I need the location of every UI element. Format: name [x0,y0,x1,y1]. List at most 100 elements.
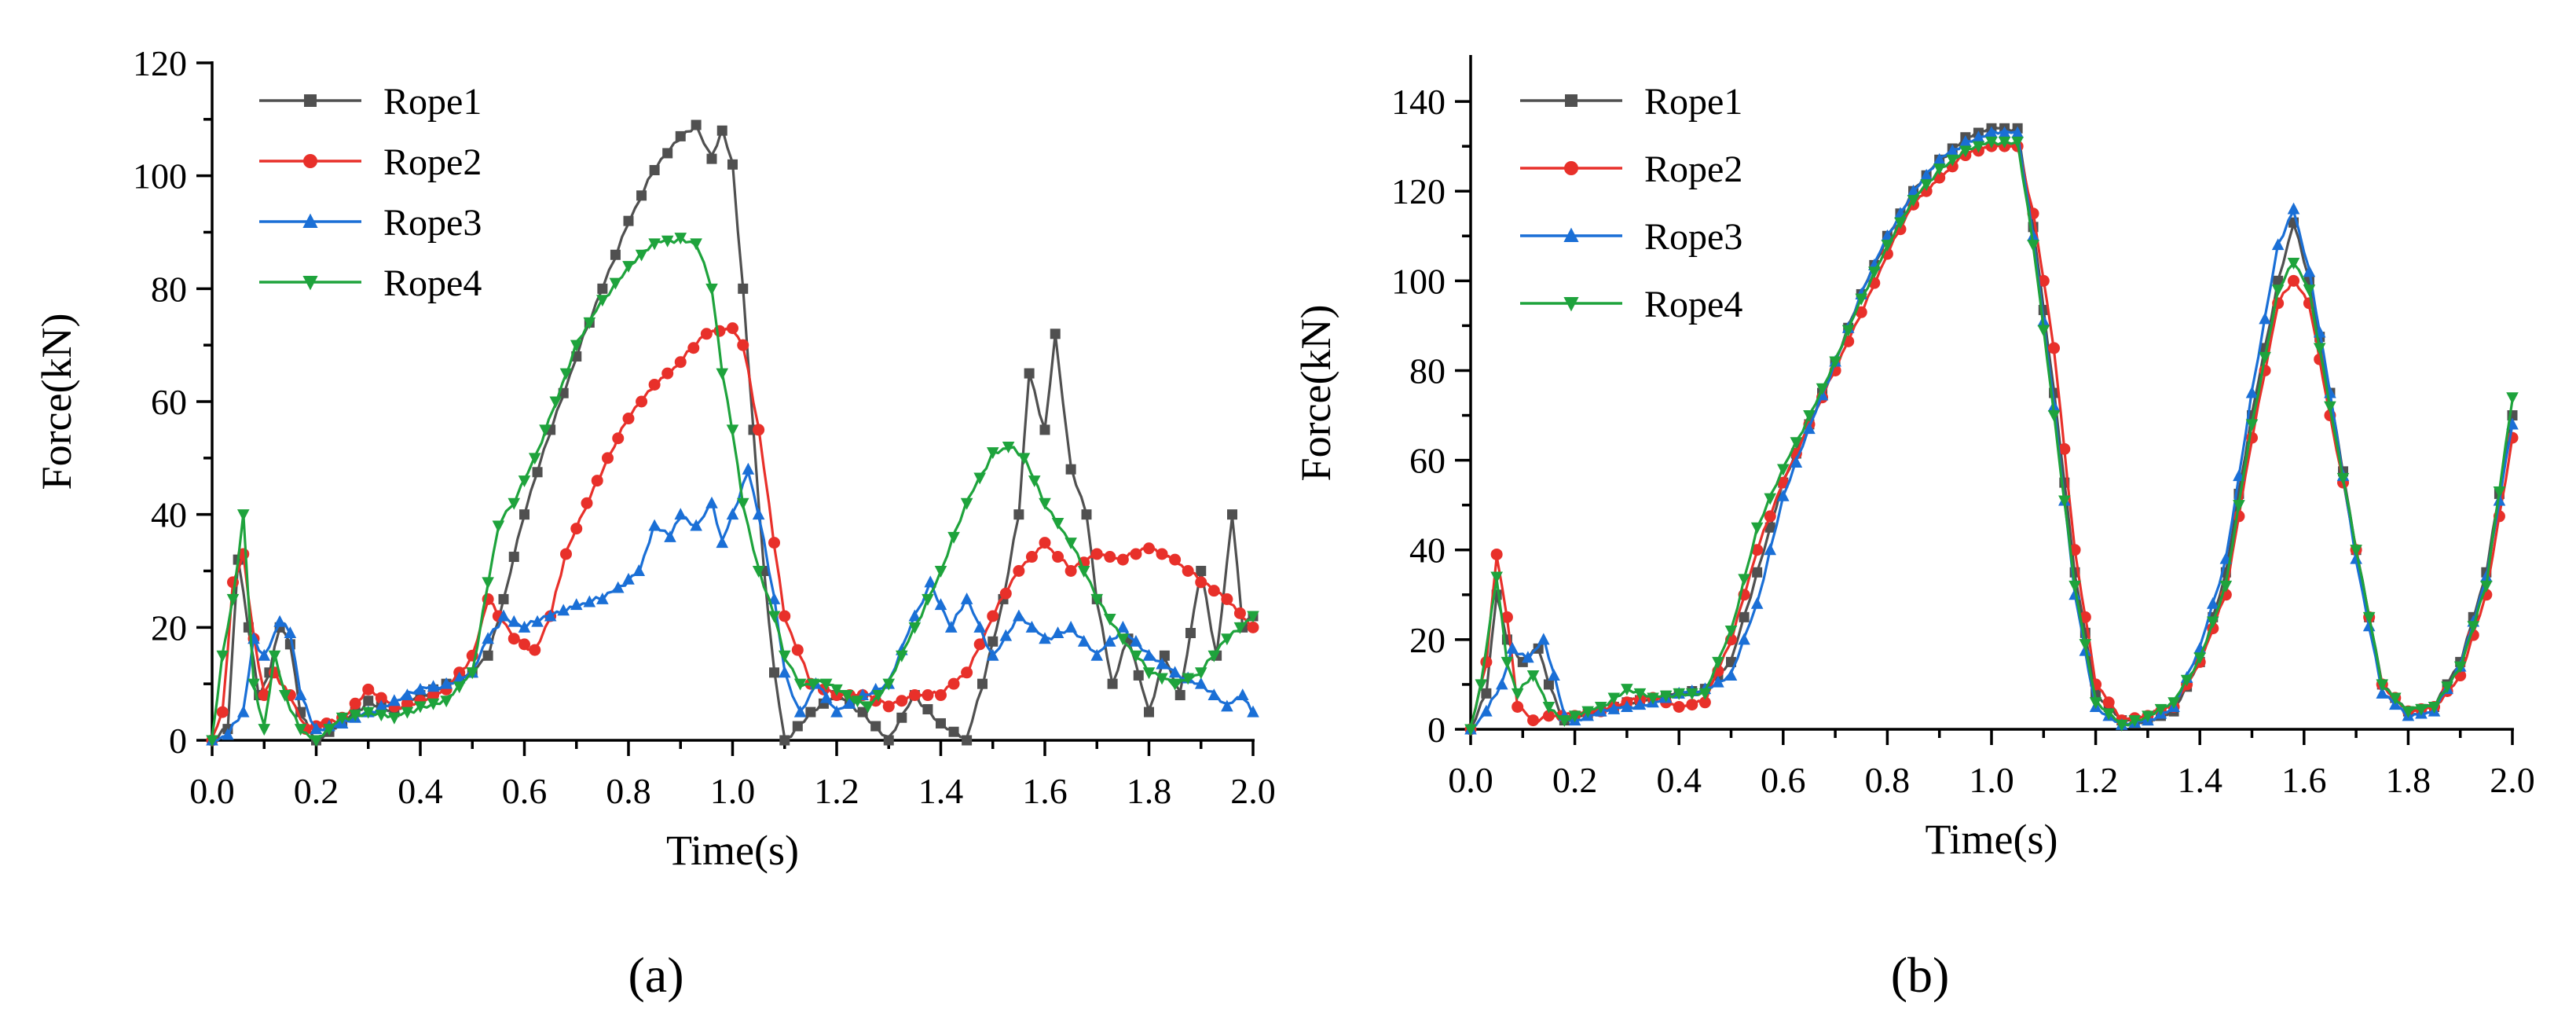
data-point [1481,688,1492,699]
data-point [1506,641,1519,654]
data-point [726,424,739,437]
data-point [999,629,1013,641]
data-point [2480,570,2493,582]
data-point [570,339,583,352]
data-point [636,395,648,408]
legend-marker-swatch [1563,297,1579,312]
legend-marker-swatch [1564,161,1578,175]
data-point [1247,621,1259,633]
x-tick-label: 1.2 [814,771,859,811]
data-point [1542,710,1555,722]
series-rope3 [1464,126,2519,735]
data-point [1065,464,1076,475]
data-point [1480,655,1493,668]
data-point [2271,284,2285,297]
data-point [661,235,674,248]
data-point [1907,195,1920,207]
data-point [583,317,596,329]
data-point [1542,701,1555,714]
data-point [1855,293,1868,306]
data-point [1803,410,1816,422]
data-point [922,703,933,714]
data-point [807,678,819,691]
data-point [1156,657,1168,670]
data-point [622,572,635,585]
data-point [2453,661,2467,673]
data-point [2167,697,2180,710]
data-point [1174,690,1185,701]
data-point [349,697,361,710]
x-tick-label: 2.0 [1230,771,1276,811]
data-point [908,689,921,702]
data-point [705,496,718,508]
series-rope4 [1464,136,2519,736]
data-point [700,328,713,340]
data-point [2068,580,2081,593]
data-point [2115,719,2128,732]
data-point [1568,710,1581,723]
data-point [1064,620,1077,633]
data-point [1156,673,1168,685]
data-point [388,694,401,707]
data-point [2245,419,2259,431]
data-point [1558,715,1571,728]
legend-item-rope1: Rope1 [259,81,482,123]
data-point [1194,667,1207,680]
data-point [2376,686,2389,699]
data-point [1698,696,1711,709]
data-point [1133,670,1144,681]
data-point [1946,154,1959,167]
data-point [508,552,519,563]
data-point [2402,706,2415,718]
data-point [1751,544,1764,556]
data-point [1907,184,1920,196]
data-point [2102,708,2115,721]
data-point [1247,611,1259,623]
series-rope2 [1464,140,2519,736]
y-tick-label: 80 [151,269,187,309]
data-point [1673,688,1685,700]
data-point [1724,625,1738,637]
data-point [922,689,934,702]
data-point [2037,274,2050,287]
data-point [778,666,791,678]
data-point [1221,699,1233,712]
y-tick-label: 20 [1409,620,1446,660]
data-point [2376,679,2389,692]
data-point [805,707,816,718]
data-point [1051,626,1064,639]
data-point [2037,325,2050,337]
data-point [1621,684,1633,696]
y-tick-label: 0 [169,721,187,761]
data-point [727,159,738,170]
data-point [216,650,229,662]
data-point [1633,688,1647,700]
data-point [610,249,621,260]
chart-panel-b: 0 20 40 60 80 100 120 140 0.0 0.2 0.4 0.6 0.8 1.0 1.2 1… [1292,55,2535,1003]
data-point [2048,342,2061,354]
data-point [622,413,635,425]
data-point [1581,706,1594,718]
data-point [1185,628,1196,639]
data-point [401,707,414,719]
x-tick-label: 1.0 [710,771,756,811]
data-point [1777,476,1790,489]
data-point [664,530,676,542]
data-point [570,598,583,611]
data-point [924,575,937,588]
data-point [934,566,947,578]
y-axis-title: Force(kN) [1292,305,1339,482]
x-axis-title: Time(s) [1925,816,2058,863]
data-point [1156,548,1168,560]
data-point [1168,666,1182,678]
series-line-rope1 [211,123,1254,742]
data-point [1647,692,1659,705]
data-point [570,523,583,535]
data-point [1933,163,1946,176]
data-point [1894,217,1907,229]
data-point [635,249,648,262]
data-point [222,728,234,740]
data-point [531,615,544,627]
data-point [648,519,661,531]
